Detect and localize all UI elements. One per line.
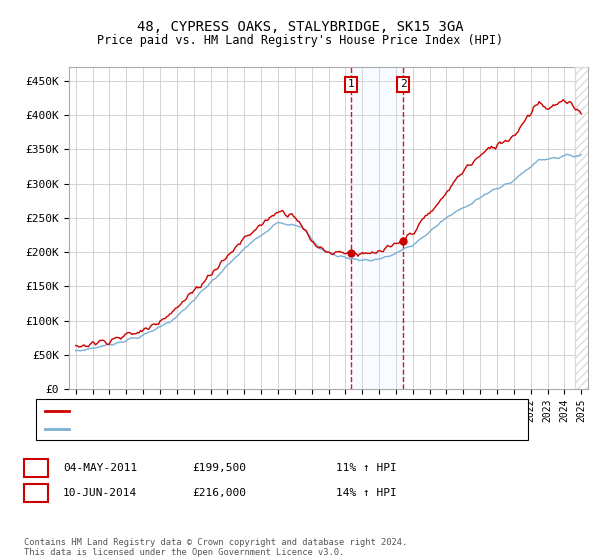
Text: 1: 1 (32, 463, 40, 473)
Text: 1: 1 (348, 80, 355, 90)
Text: 14% ↑ HPI: 14% ↑ HPI (336, 488, 397, 498)
Bar (351, 67, 403, 389)
Text: 48, CYPRESS OAKS, STALYBRIDGE, SK15 3GA (detached house): 48, CYPRESS OAKS, STALYBRIDGE, SK15 3GA … (75, 405, 425, 416)
Text: 48, CYPRESS OAKS, STALYBRIDGE, SK15 3GA: 48, CYPRESS OAKS, STALYBRIDGE, SK15 3GA (137, 20, 463, 34)
Text: £199,500: £199,500 (192, 463, 246, 473)
Text: £216,000: £216,000 (192, 488, 246, 498)
Text: Contains HM Land Registry data © Crown copyright and database right 2024.
This d: Contains HM Land Registry data © Crown c… (24, 538, 407, 557)
Bar (575, 67, 590, 389)
Text: Price paid vs. HM Land Registry's House Price Index (HPI): Price paid vs. HM Land Registry's House … (97, 34, 503, 46)
Text: 10-JUN-2014: 10-JUN-2014 (63, 488, 137, 498)
Bar (575, 67, 590, 389)
Text: 11% ↑ HPI: 11% ↑ HPI (336, 463, 397, 473)
Text: HPI: Average price, detached house, Tameside: HPI: Average price, detached house, Tame… (75, 424, 350, 434)
Text: 2: 2 (400, 80, 407, 90)
Text: 2: 2 (32, 488, 40, 498)
Text: 04-MAY-2011: 04-MAY-2011 (63, 463, 137, 473)
